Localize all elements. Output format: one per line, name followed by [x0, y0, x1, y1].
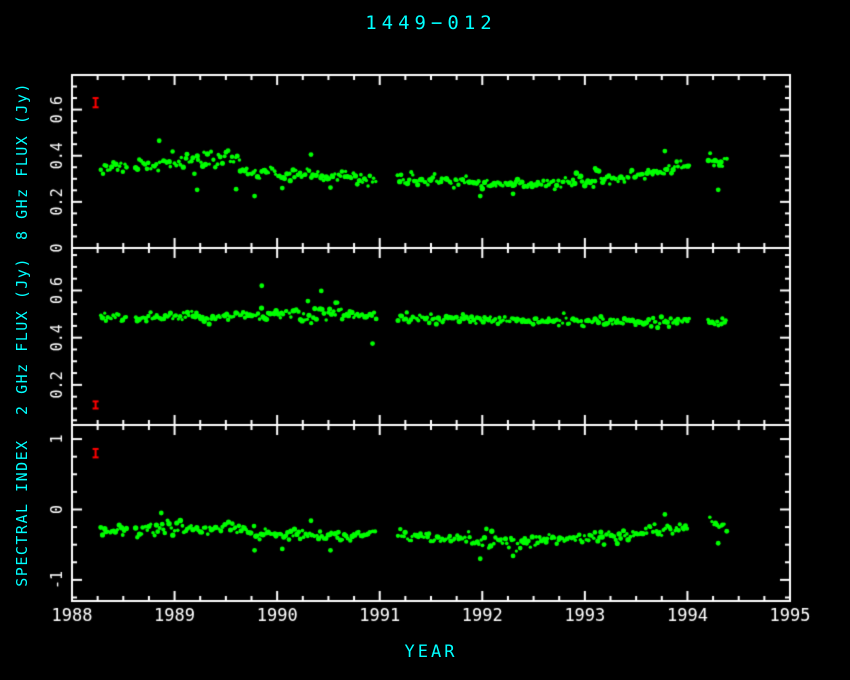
- y-axis-label-spectral-index: SPECTRAL INDEX: [13, 439, 31, 587]
- plot-title: 1449−012: [365, 12, 497, 34]
- x-axis-label: YEAR: [404, 642, 458, 662]
